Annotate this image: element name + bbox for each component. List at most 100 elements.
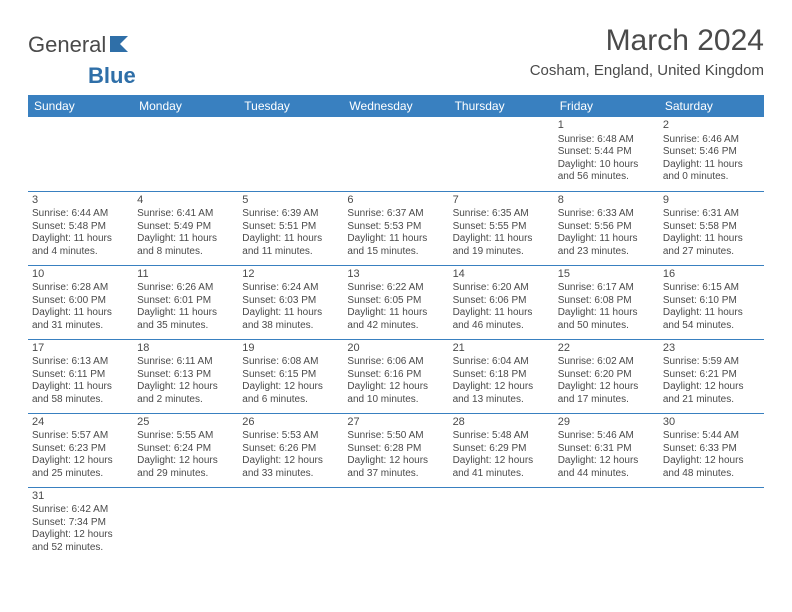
calendar-empty-cell	[449, 117, 554, 191]
daylight-line: Daylight: 12 hours and 10 minutes.	[347, 381, 444, 406]
weekday-header: Wednesday	[343, 95, 448, 117]
daylight-line: Daylight: 11 hours and 42 minutes.	[347, 307, 444, 332]
sunrise-line: Sunrise: 5:53 AM	[242, 430, 339, 443]
day-number: 17	[32, 342, 129, 356]
day-number: 28	[453, 416, 550, 430]
sunrise-line: Sunrise: 6:13 AM	[32, 356, 129, 369]
sunset-line: Sunset: 5:48 PM	[32, 221, 129, 234]
sunrise-line: Sunrise: 6:42 AM	[32, 504, 129, 517]
day-number: 16	[663, 268, 760, 282]
day-number: 13	[347, 268, 444, 282]
sunset-line: Sunset: 5:46 PM	[663, 146, 760, 159]
day-number: 20	[347, 342, 444, 356]
daylight-line: Daylight: 11 hours and 0 minutes.	[663, 159, 760, 184]
calendar-empty-cell	[554, 487, 659, 561]
sunrise-line: Sunrise: 6:17 AM	[558, 282, 655, 295]
daylight-line: Daylight: 11 hours and 35 minutes.	[137, 307, 234, 332]
sunset-line: Sunset: 6:21 PM	[663, 369, 760, 382]
weekday-header: Saturday	[659, 95, 764, 117]
calendar-table: SundayMondayTuesdayWednesdayThursdayFrid…	[28, 95, 764, 561]
calendar-empty-cell	[343, 117, 448, 191]
daylight-line: Daylight: 11 hours and 50 minutes.	[558, 307, 655, 332]
day-number: 14	[453, 268, 550, 282]
logo-text-1: General	[28, 32, 106, 58]
daylight-line: Daylight: 12 hours and 41 minutes.	[453, 455, 550, 480]
calendar-day-cell: 17Sunrise: 6:13 AMSunset: 6:11 PMDayligh…	[28, 339, 133, 413]
sunset-line: Sunset: 5:49 PM	[137, 221, 234, 234]
sunrise-line: Sunrise: 6:11 AM	[137, 356, 234, 369]
daylight-line: Daylight: 11 hours and 58 minutes.	[32, 381, 129, 406]
calendar-day-cell: 4Sunrise: 6:41 AMSunset: 5:49 PMDaylight…	[133, 191, 238, 265]
calendar-empty-cell	[343, 487, 448, 561]
day-number: 24	[32, 416, 129, 430]
day-number: 4	[137, 194, 234, 208]
calendar-day-cell: 8Sunrise: 6:33 AMSunset: 5:56 PMDaylight…	[554, 191, 659, 265]
daylight-line: Daylight: 11 hours and 4 minutes.	[32, 233, 129, 258]
calendar-empty-cell	[28, 117, 133, 191]
daylight-line: Daylight: 12 hours and 44 minutes.	[558, 455, 655, 480]
daylight-line: Daylight: 12 hours and 25 minutes.	[32, 455, 129, 480]
sunset-line: Sunset: 6:15 PM	[242, 369, 339, 382]
daylight-line: Daylight: 12 hours and 2 minutes.	[137, 381, 234, 406]
daylight-line: Daylight: 12 hours and 17 minutes.	[558, 381, 655, 406]
calendar-day-cell: 22Sunrise: 6:02 AMSunset: 6:20 PMDayligh…	[554, 339, 659, 413]
sunset-line: Sunset: 6:16 PM	[347, 369, 444, 382]
day-number: 10	[32, 268, 129, 282]
sunset-line: Sunset: 6:05 PM	[347, 295, 444, 308]
sunrise-line: Sunrise: 6:41 AM	[137, 208, 234, 221]
logo: General	[28, 24, 132, 58]
sunset-line: Sunset: 6:29 PM	[453, 443, 550, 456]
sunset-line: Sunset: 5:58 PM	[663, 221, 760, 234]
sunrise-line: Sunrise: 6:39 AM	[242, 208, 339, 221]
day-number: 23	[663, 342, 760, 356]
sunrise-line: Sunrise: 6:06 AM	[347, 356, 444, 369]
weekday-header: Monday	[133, 95, 238, 117]
month-title: March 2024	[530, 24, 764, 58]
sunrise-line: Sunrise: 5:46 AM	[558, 430, 655, 443]
daylight-line: Daylight: 11 hours and 38 minutes.	[242, 307, 339, 332]
day-number: 27	[347, 416, 444, 430]
calendar-day-cell: 27Sunrise: 5:50 AMSunset: 6:28 PMDayligh…	[343, 413, 448, 487]
calendar-day-cell: 1Sunrise: 6:48 AMSunset: 5:44 PMDaylight…	[554, 117, 659, 191]
sunset-line: Sunset: 5:44 PM	[558, 146, 655, 159]
calendar-day-cell: 29Sunrise: 5:46 AMSunset: 6:31 PMDayligh…	[554, 413, 659, 487]
sunset-line: Sunset: 6:20 PM	[558, 369, 655, 382]
calendar-empty-cell	[133, 487, 238, 561]
sunrise-line: Sunrise: 5:48 AM	[453, 430, 550, 443]
calendar-empty-cell	[449, 487, 554, 561]
calendar-day-cell: 2Sunrise: 6:46 AMSunset: 5:46 PMDaylight…	[659, 117, 764, 191]
calendar-day-cell: 10Sunrise: 6:28 AMSunset: 6:00 PMDayligh…	[28, 265, 133, 339]
day-number: 21	[453, 342, 550, 356]
daylight-line: Daylight: 11 hours and 8 minutes.	[137, 233, 234, 258]
day-number: 29	[558, 416, 655, 430]
weekday-header: Friday	[554, 95, 659, 117]
day-number: 31	[32, 490, 129, 504]
day-number: 22	[558, 342, 655, 356]
day-number: 30	[663, 416, 760, 430]
daylight-line: Daylight: 11 hours and 19 minutes.	[453, 233, 550, 258]
calendar-day-cell: 11Sunrise: 6:26 AMSunset: 6:01 PMDayligh…	[133, 265, 238, 339]
calendar-day-cell: 26Sunrise: 5:53 AMSunset: 6:26 PMDayligh…	[238, 413, 343, 487]
day-number: 7	[453, 194, 550, 208]
sunset-line: Sunset: 6:33 PM	[663, 443, 760, 456]
daylight-line: Daylight: 12 hours and 33 minutes.	[242, 455, 339, 480]
sunrise-line: Sunrise: 5:57 AM	[32, 430, 129, 443]
sunset-line: Sunset: 5:53 PM	[347, 221, 444, 234]
calendar-day-cell: 31Sunrise: 6:42 AMSunset: 7:34 PMDayligh…	[28, 487, 133, 561]
sunrise-line: Sunrise: 5:44 AM	[663, 430, 760, 443]
sunrise-line: Sunrise: 6:28 AM	[32, 282, 129, 295]
sunrise-line: Sunrise: 6:15 AM	[663, 282, 760, 295]
calendar-header: SundayMondayTuesdayWednesdayThursdayFrid…	[28, 95, 764, 117]
sunrise-line: Sunrise: 6:22 AM	[347, 282, 444, 295]
day-number: 25	[137, 416, 234, 430]
sunrise-line: Sunrise: 6:26 AM	[137, 282, 234, 295]
daylight-line: Daylight: 11 hours and 27 minutes.	[663, 233, 760, 258]
sunset-line: Sunset: 6:24 PM	[137, 443, 234, 456]
weekday-header: Tuesday	[238, 95, 343, 117]
sunrise-line: Sunrise: 6:31 AM	[663, 208, 760, 221]
sunrise-line: Sunrise: 6:46 AM	[663, 134, 760, 147]
calendar-empty-cell	[238, 487, 343, 561]
daylight-line: Daylight: 11 hours and 23 minutes.	[558, 233, 655, 258]
sunrise-line: Sunrise: 5:55 AM	[137, 430, 234, 443]
calendar-day-cell: 13Sunrise: 6:22 AMSunset: 6:05 PMDayligh…	[343, 265, 448, 339]
